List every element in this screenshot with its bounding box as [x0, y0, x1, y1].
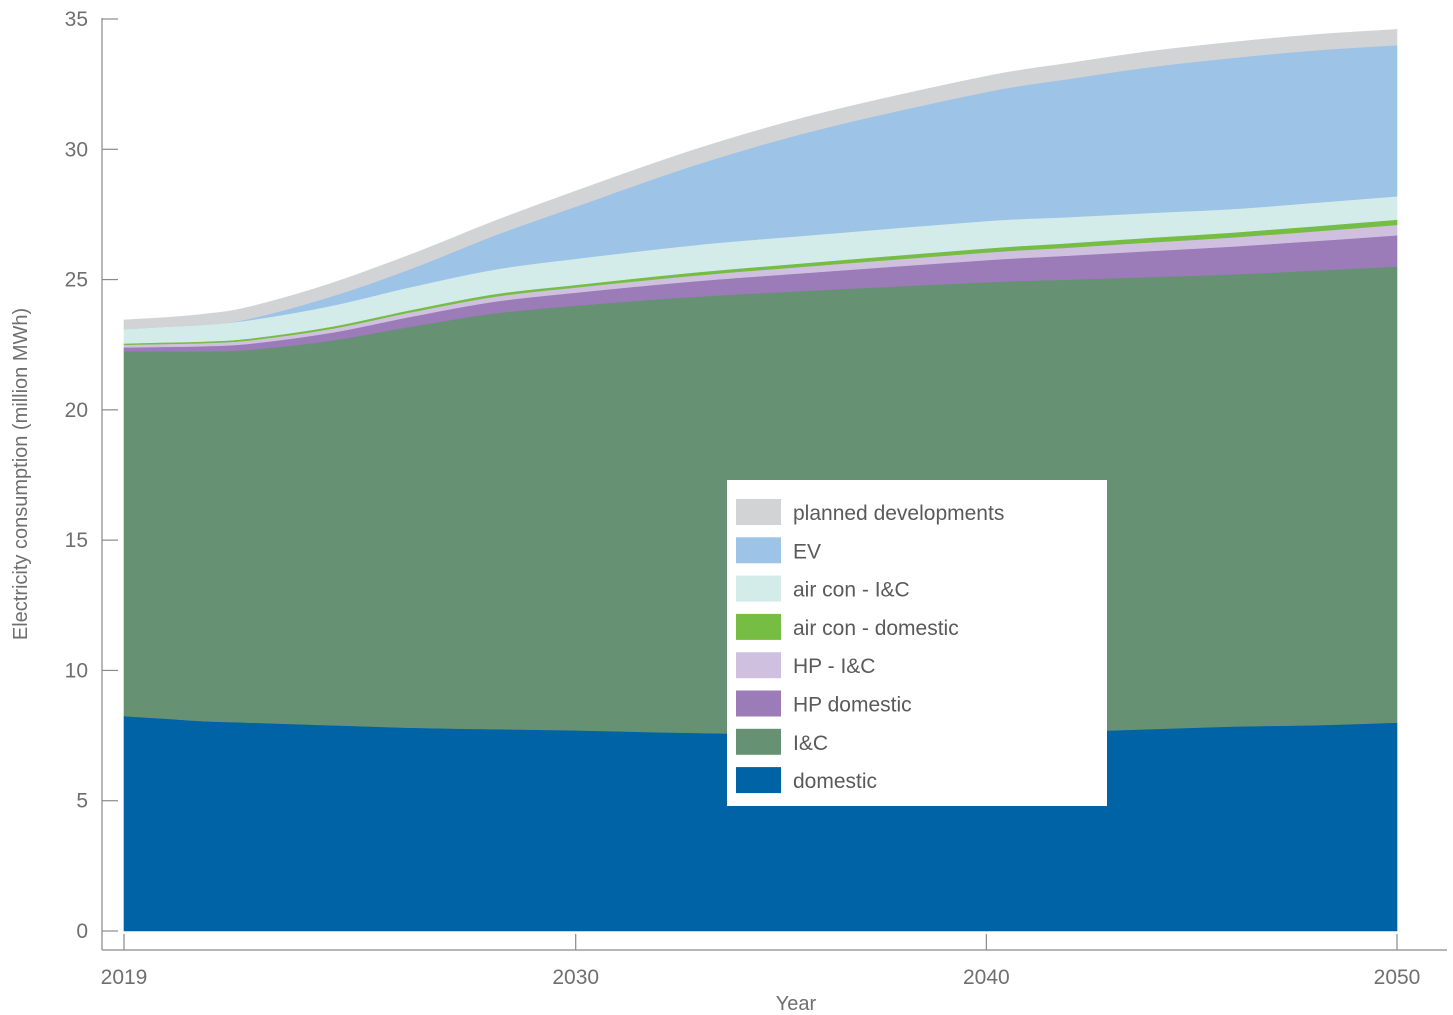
legend-label-hp-iandc: HP - I&C — [793, 655, 875, 678]
y-ticks: 0 5 10 15 20 25 30 35 — [65, 8, 118, 943]
legend-label-air-con-iandc: air con - I&C — [793, 579, 910, 602]
y-tick-label: 35 — [65, 8, 88, 31]
legend-label-ev: EV — [793, 540, 821, 563]
y-axis-title: Electricity consumption (million MWh) — [10, 308, 32, 640]
legend-swatch-hp-domestic — [736, 690, 781, 717]
legend-swatch-hp-iandc — [736, 652, 781, 679]
y-tick-label: 20 — [65, 399, 88, 422]
x-axis-title: Year — [776, 993, 817, 1015]
x-tick-label: 2040 — [963, 966, 1010, 989]
legend-swatch-planned-developments — [736, 499, 781, 525]
x-ticks: 2019 2030 2040 2050 — [101, 934, 1421, 989]
legend-items: planned developments EV air con - I&C air c… — [736, 499, 1004, 794]
legend-box — [727, 480, 1107, 806]
legend-swatch-domestic — [736, 767, 781, 794]
y-tick-label: 15 — [65, 529, 88, 552]
y-tick-label: 10 — [65, 659, 88, 682]
x-tick-label: 2030 — [552, 966, 599, 989]
legend-swatch-air-con-iandc — [736, 575, 781, 602]
y-tick-label: 25 — [65, 269, 88, 292]
area-planned-developments — [123, 29, 1398, 330]
x-tick-label: 2019 — [101, 966, 148, 989]
legend-swatch-air-con-domestic — [736, 613, 781, 640]
legend-label-planned-developments: planned developments — [793, 502, 1004, 525]
legend-label-air-con-domestic: air con - domestic — [793, 617, 959, 640]
legend-swatch-ev — [736, 537, 781, 564]
x-tick-label: 2050 — [1374, 966, 1421, 989]
legend: planned developments EV air con - I&C air c… — [727, 480, 1107, 806]
legend-label-domestic: domestic — [793, 770, 877, 793]
legend-swatch-iandc — [736, 728, 781, 755]
legend-label-hp-domestic: HP domestic — [793, 694, 912, 717]
y-tick-label: 0 — [76, 920, 88, 943]
legend-label-iandc: I&C — [793, 732, 828, 755]
y-tick-label: 30 — [65, 138, 88, 161]
y-tick-label: 5 — [76, 790, 88, 813]
axes: 0 5 10 15 20 25 30 35 2019 2030 2040 2050 Electric… — [10, 8, 1447, 1015]
